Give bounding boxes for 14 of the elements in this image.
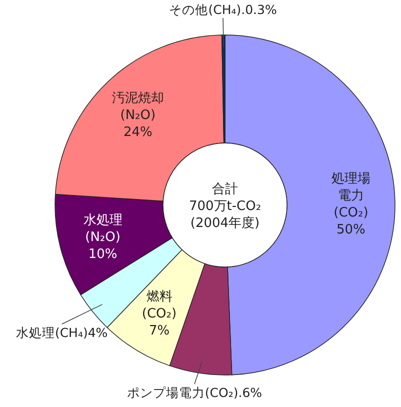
slice-label: 汚泥焼却(N₂O) <box>112 90 164 123</box>
slice-label: ポンプ場電力(CO₂).6% <box>126 385 262 400</box>
data-label: 24% <box>123 124 152 140</box>
slice-label: 燃料(CO₂) <box>142 289 177 322</box>
data-label: 10% <box>88 246 118 262</box>
text: (2004年度) <box>190 215 260 231</box>
slice-label: その他(CH₄).0.3% <box>169 2 277 17</box>
slice-label: 水処理(CH₄)4% <box>16 325 108 340</box>
text: 700万t-CO₂ <box>188 199 262 214</box>
data-label: 50% <box>336 222 366 238</box>
data-label: 7% <box>148 323 170 338</box>
slice-label: 処理場電力(CO₂) <box>331 171 370 220</box>
text: 合計 <box>212 182 238 197</box>
slice-label: 水処理(N₂O) <box>83 212 122 245</box>
